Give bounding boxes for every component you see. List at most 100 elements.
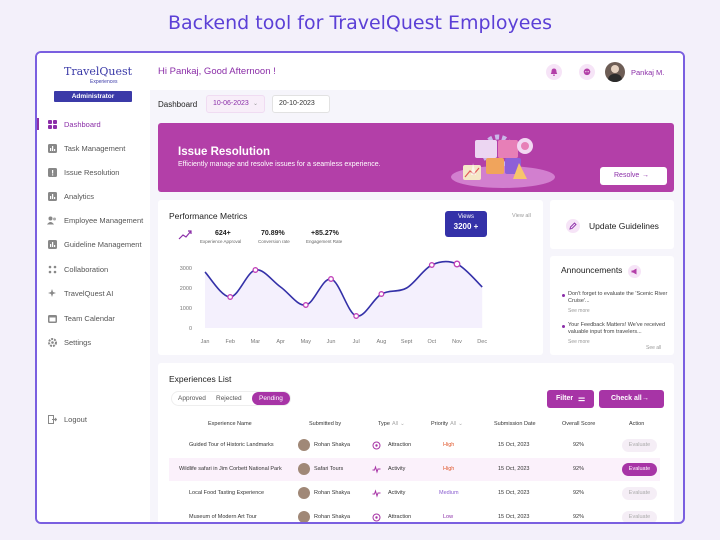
sliders-icon: ⚌	[578, 394, 586, 403]
sidebar-item-collaboration[interactable]: Collaboration	[47, 261, 147, 277]
metric-label: Conversion rate	[258, 239, 290, 244]
metric-value: +85.27%	[311, 230, 339, 237]
metric-value: 70.89%	[261, 230, 285, 237]
chat-icon[interactable]	[579, 64, 595, 80]
resolve-button[interactable]: Resolve →	[600, 167, 667, 185]
activity-icon	[372, 465, 381, 474]
metric-label: Experience Approval	[200, 239, 242, 244]
data-point[interactable]	[227, 294, 234, 300]
submission-date: 15 Oct, 2023	[498, 490, 530, 496]
sidebar-item-team-calendar[interactable]: Team Calendar	[47, 310, 147, 326]
filter-label: Filter	[556, 395, 574, 402]
chevron-down-icon: ⌄	[458, 421, 463, 427]
bullet-dot	[562, 325, 565, 328]
column-header-action: Action	[629, 421, 645, 427]
overall-score: 92%	[573, 514, 585, 520]
logout-button[interactable]: Logout	[47, 411, 147, 427]
table-row[interactable]: Museum of Modern Art Tour Rohan Shakya A…	[169, 506, 660, 522]
sidebar-item-dashboard[interactable]: Dashboard	[37, 116, 147, 132]
x-tick-label: Jan	[201, 339, 210, 345]
filter-button[interactable]: Filter ⚌	[547, 390, 594, 408]
view-all-link[interactable]: View all	[512, 213, 531, 219]
sidebar-item-label: Issue Resolution	[64, 167, 120, 177]
chevron-down-icon: ⌄	[400, 421, 405, 427]
x-tick-label: Oct	[428, 339, 437, 345]
avatar	[298, 463, 310, 475]
user-name[interactable]: Pankaj M.	[631, 68, 665, 77]
see-more-link[interactable]: See more	[568, 339, 590, 345]
column-header-type[interactable]: Type All ⌄	[378, 421, 405, 427]
logout-icon	[47, 414, 57, 424]
see-more-link[interactable]: See more	[568, 308, 590, 314]
evaluate-button[interactable]: Evaluate	[622, 463, 657, 476]
sidebar-item-analytics[interactable]: Analytics	[47, 188, 147, 204]
tab-pending[interactable]: Pending	[252, 392, 290, 405]
column-header-score: Overall Score	[562, 421, 596, 427]
hero-title: Backend tool for TravelQuest Employees	[167, 12, 553, 34]
priority: Low	[443, 514, 454, 520]
role-badge: Administrator	[54, 91, 132, 102]
performance-title: Performance Metrics	[169, 211, 248, 221]
avatar	[298, 439, 310, 451]
submission-date: 15 Oct, 2023	[498, 442, 530, 448]
data-point[interactable]	[378, 291, 385, 297]
experiences-list-card: Experiences List Approved Rejected Pendi…	[158, 363, 674, 522]
data-point[interactable]	[428, 262, 435, 268]
type: Attraction	[388, 514, 412, 520]
tooltip-value: 3200 +	[453, 222, 479, 231]
see-all-link[interactable]: See all	[646, 345, 662, 351]
date-from-picker[interactable]: 10-06-2023 ⌄	[206, 95, 265, 113]
performance-metrics-card: Performance Metrics View all 624+ Experi…	[158, 200, 543, 355]
sidebar-item-employee-management[interactable]: Employee Management	[47, 212, 147, 228]
sidebar-item-travelquest-ai[interactable]: TravelQuest AI	[47, 285, 147, 301]
avatar[interactable]	[605, 62, 625, 82]
grid-icon	[47, 119, 57, 129]
table-row[interactable]: Guided Tour of Historic Landmarks Rohan …	[169, 434, 660, 457]
overall-score: 92%	[573, 490, 585, 496]
update-guidelines-card[interactable]: Update Guidelines	[550, 200, 674, 249]
sparkle-icon	[47, 288, 57, 298]
status-tabs: Approved Rejected Pending	[171, 391, 291, 406]
evaluate-button[interactable]: Evaluate	[622, 439, 657, 452]
data-point[interactable]	[353, 313, 360, 319]
logo-subtext: Experiences	[90, 79, 118, 85]
tab-rejected[interactable]: Rejected	[216, 395, 242, 402]
header-filter: All	[450, 421, 457, 427]
announcement-text: Your Feedback Matters! We've received va…	[568, 322, 666, 335]
table-row[interactable]: Local Food Tasting Experience Rohan Shak…	[169, 482, 660, 505]
series-area	[205, 261, 483, 328]
attraction-icon	[372, 513, 381, 522]
evaluate-button[interactable]: Evaluate	[622, 487, 657, 500]
date-to-value: 20-10-2023	[279, 100, 315, 107]
priority: High	[443, 442, 455, 448]
banner-subtitle: Efficiently manage and resolve issues fo…	[178, 161, 381, 168]
sidebar-item-guideline-management[interactable]: Guideline Management	[47, 236, 147, 252]
data-point[interactable]	[252, 267, 259, 273]
date-to-picker[interactable]: 20-10-2023	[272, 95, 330, 113]
column-header-priority[interactable]: Priority All ⌄	[431, 421, 463, 427]
sidebar-item-settings[interactable]: Settings	[47, 334, 147, 350]
sidebar-item-label: Employee Management	[64, 215, 144, 225]
data-point[interactable]	[302, 302, 309, 308]
date-from-value: 10-06-2023	[213, 100, 249, 107]
sidebar-item-issue-resolution[interactable]: Issue Resolution	[47, 164, 147, 180]
table-row[interactable]: Wildlife safari in Jim Corbett National …	[169, 458, 660, 481]
arrow-right-icon: →	[642, 395, 649, 402]
resolve-label: Resolve	[614, 172, 640, 179]
sidebar-item-task-management[interactable]: Task Management	[47, 140, 147, 156]
banner-title: Issue Resolution	[178, 146, 271, 158]
logo-text: TravelQuest	[64, 65, 133, 78]
tab-approved[interactable]: Approved	[178, 395, 206, 402]
data-point[interactable]	[453, 260, 461, 268]
metric-value: 624+	[215, 230, 231, 237]
bar-chart-icon	[47, 191, 57, 201]
sidebar-item-label: Team Calendar	[64, 313, 115, 323]
evaluate-button[interactable]: Evaluate	[622, 511, 657, 522]
logo[interactable]: TravelQuest Experiences	[64, 65, 133, 85]
check-all-button[interactable]: Check all →	[599, 390, 664, 408]
puzzle-illustration	[451, 134, 555, 188]
x-tick-label: Mar	[251, 339, 261, 345]
notification-bell-icon[interactable]	[546, 64, 562, 80]
bar-chart-icon	[47, 239, 57, 249]
data-point[interactable]	[328, 276, 334, 282]
